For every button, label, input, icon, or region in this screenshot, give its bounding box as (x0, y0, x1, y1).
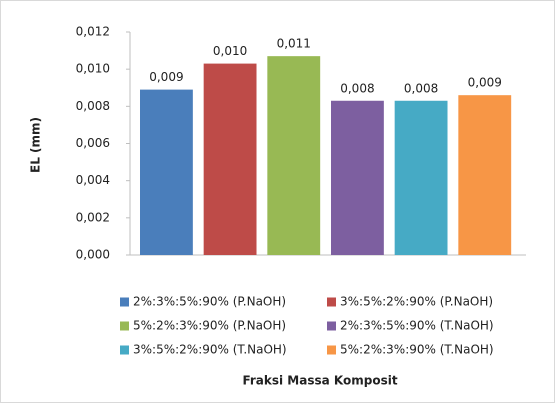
y-tick-label: 0,008 (76, 99, 110, 113)
legend-swatch (120, 345, 129, 355)
bar (394, 100, 448, 255)
legend-swatch (327, 345, 336, 355)
legend-label: 2%:3%:5%:90% (P.NaOH) (133, 295, 286, 309)
legend-swatch (327, 321, 336, 331)
y-axis-title: EL (mm) (29, 117, 43, 173)
legend-swatch (120, 297, 129, 307)
legend-label: 2%:3%:5%:90% (T.NaOH) (340, 319, 494, 333)
data-label: 0,011 (277, 37, 311, 51)
y-tick-label: 0,010 (76, 62, 110, 76)
legend-label: 3%:5%:2%:90% (T.NaOH) (133, 343, 287, 357)
data-label: 0,009 (149, 70, 183, 84)
bar (267, 56, 321, 256)
bar (331, 100, 384, 255)
legend-swatch (327, 297, 336, 307)
data-label: 0,008 (404, 81, 438, 95)
legend-label: 5%:2%:3%:90% (T.NaOH) (340, 343, 494, 357)
y-tick-label: 0,012 (76, 25, 110, 39)
y-tick-label: 0,004 (76, 173, 110, 187)
bar (140, 89, 193, 255)
x-axis-title: Fraksi Massa Komposit (242, 374, 397, 388)
data-label: 0,010 (213, 44, 247, 58)
legend-label: 5%:2%:3%:90% (P.NaOH) (133, 319, 286, 333)
bar (203, 63, 257, 255)
y-tick-label: 0,002 (76, 210, 110, 224)
data-label: 0,009 (468, 76, 502, 90)
bar (458, 95, 512, 255)
legend-swatch (120, 321, 129, 331)
y-tick-label: 0,000 (76, 248, 110, 262)
y-tick-label: 0,006 (76, 136, 110, 150)
data-label: 0,008 (340, 81, 374, 95)
legend-label: 3%:5%:2%:90% (P.NaOH) (340, 295, 493, 309)
